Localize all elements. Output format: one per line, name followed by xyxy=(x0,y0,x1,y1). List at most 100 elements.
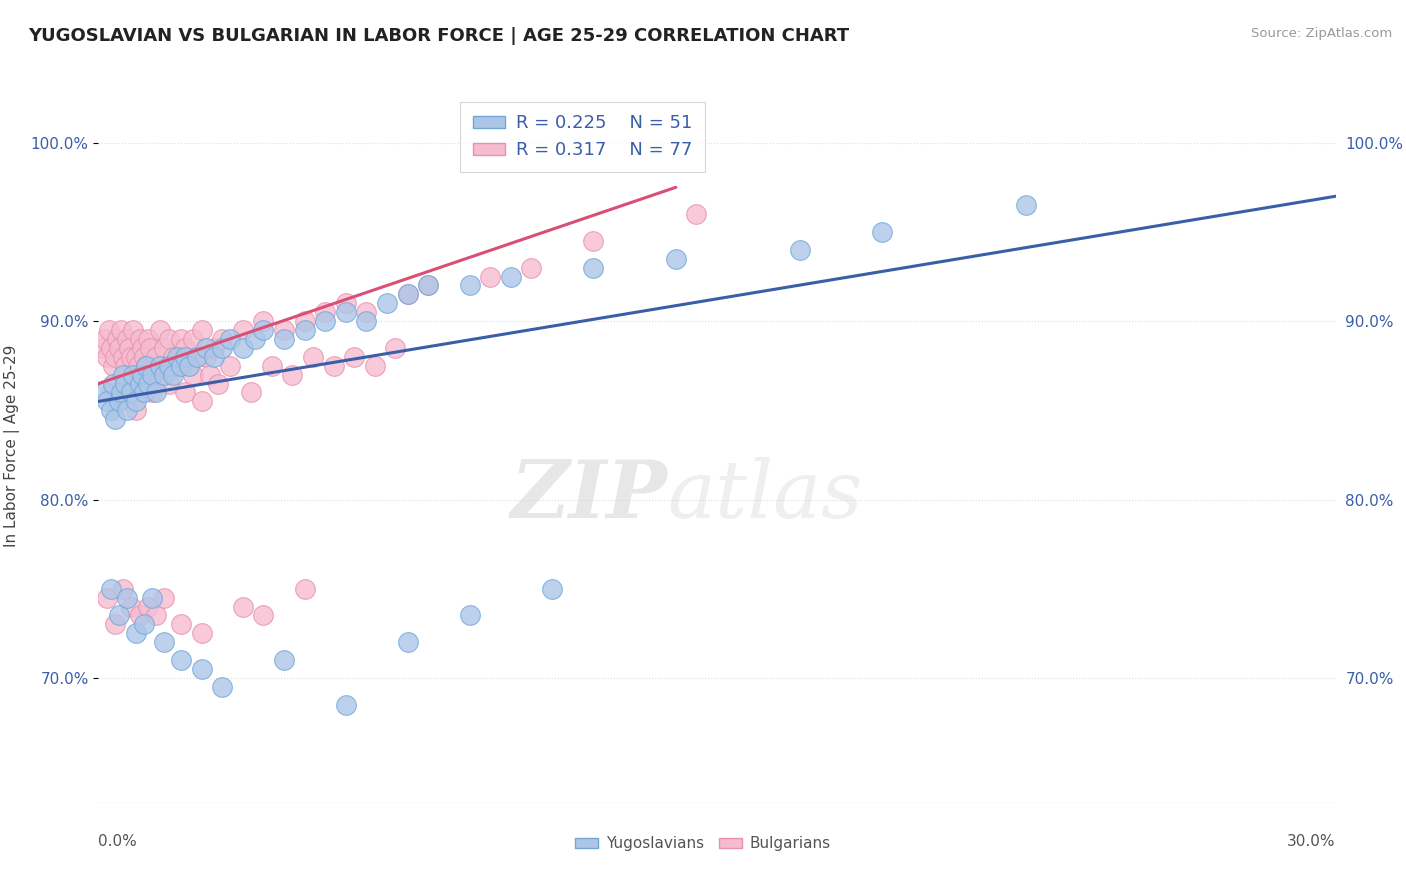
Point xyxy=(166,350,188,364)
Point xyxy=(665,252,688,266)
Point xyxy=(117,332,139,346)
Point xyxy=(96,350,118,364)
Text: Source: ZipAtlas.com: Source: ZipAtlas.com xyxy=(1251,27,1392,40)
Point xyxy=(132,617,155,632)
Point xyxy=(281,368,304,382)
Point xyxy=(181,368,204,382)
Point xyxy=(124,403,146,417)
Point xyxy=(240,385,263,400)
Point xyxy=(166,359,188,373)
Point xyxy=(202,350,225,364)
Point xyxy=(122,368,145,382)
Point xyxy=(194,341,217,355)
Point xyxy=(335,698,357,712)
Point xyxy=(127,359,149,373)
Point xyxy=(396,287,419,301)
Point xyxy=(114,376,136,391)
Point xyxy=(108,341,131,355)
Point xyxy=(364,359,387,373)
Point xyxy=(174,341,197,355)
Point xyxy=(153,635,176,649)
Point xyxy=(131,368,153,382)
Point xyxy=(789,243,811,257)
Point xyxy=(335,305,357,319)
Point xyxy=(418,278,440,293)
Point xyxy=(170,617,193,632)
Point xyxy=(273,653,295,667)
Text: ZIP: ZIP xyxy=(510,458,668,534)
Point xyxy=(122,323,145,337)
Point xyxy=(104,617,127,632)
Text: 30.0%: 30.0% xyxy=(1288,834,1336,849)
Point xyxy=(128,332,150,346)
Point xyxy=(273,332,295,346)
Point xyxy=(174,385,197,400)
Point xyxy=(153,341,176,355)
Point xyxy=(211,680,233,694)
Point xyxy=(132,385,155,400)
Point xyxy=(136,599,159,614)
Point xyxy=(1015,198,1038,212)
Point xyxy=(108,394,131,409)
Point xyxy=(384,341,406,355)
Point xyxy=(141,368,163,382)
Point xyxy=(135,359,157,373)
Point xyxy=(114,359,136,373)
Point xyxy=(93,385,115,400)
Point xyxy=(356,314,378,328)
Point xyxy=(117,376,139,391)
Point xyxy=(135,359,157,373)
Point xyxy=(162,350,184,364)
Point xyxy=(112,368,135,382)
Point xyxy=(128,608,150,623)
Text: atlas: atlas xyxy=(668,458,863,534)
Point xyxy=(396,287,419,301)
Point xyxy=(128,376,150,391)
Point xyxy=(139,341,162,355)
Point xyxy=(149,323,172,337)
Point xyxy=(124,394,146,409)
Point xyxy=(232,323,254,337)
Point xyxy=(396,635,419,649)
Point xyxy=(499,269,522,284)
Point xyxy=(314,314,336,328)
Point xyxy=(211,341,233,355)
Point xyxy=(294,582,316,596)
Point xyxy=(104,412,127,426)
Point xyxy=(418,278,440,293)
Point xyxy=(100,341,122,355)
Point xyxy=(170,653,193,667)
Point xyxy=(112,350,135,364)
Point xyxy=(100,385,122,400)
Point xyxy=(93,332,115,346)
Point xyxy=(141,591,163,605)
Y-axis label: In Labor Force | Age 25-29: In Labor Force | Age 25-29 xyxy=(4,345,20,547)
Point xyxy=(179,359,201,373)
Point xyxy=(108,608,131,623)
Point xyxy=(232,599,254,614)
Point xyxy=(96,591,118,605)
Point xyxy=(136,332,159,346)
Point xyxy=(252,314,274,328)
Point xyxy=(582,234,605,248)
Point xyxy=(181,332,204,346)
Point xyxy=(260,359,283,373)
Point xyxy=(356,305,378,319)
Legend: Yugoslavians, Bulgarians: Yugoslavians, Bulgarians xyxy=(569,830,837,857)
Point xyxy=(101,359,124,373)
Point xyxy=(194,350,217,364)
Point xyxy=(458,278,481,293)
Point xyxy=(108,394,131,409)
Point xyxy=(174,350,197,364)
Point xyxy=(243,332,266,346)
Point xyxy=(105,332,128,346)
Point xyxy=(110,385,132,400)
Point xyxy=(149,359,172,373)
Point xyxy=(582,260,605,275)
Point xyxy=(141,359,163,373)
Text: YUGOSLAVIAN VS BULGARIAN IN LABOR FORCE | AGE 25-29 CORRELATION CHART: YUGOSLAVIAN VS BULGARIAN IN LABOR FORCE … xyxy=(28,27,849,45)
Point xyxy=(96,394,118,409)
Point xyxy=(190,662,212,676)
Point xyxy=(186,350,208,364)
Point xyxy=(375,296,398,310)
